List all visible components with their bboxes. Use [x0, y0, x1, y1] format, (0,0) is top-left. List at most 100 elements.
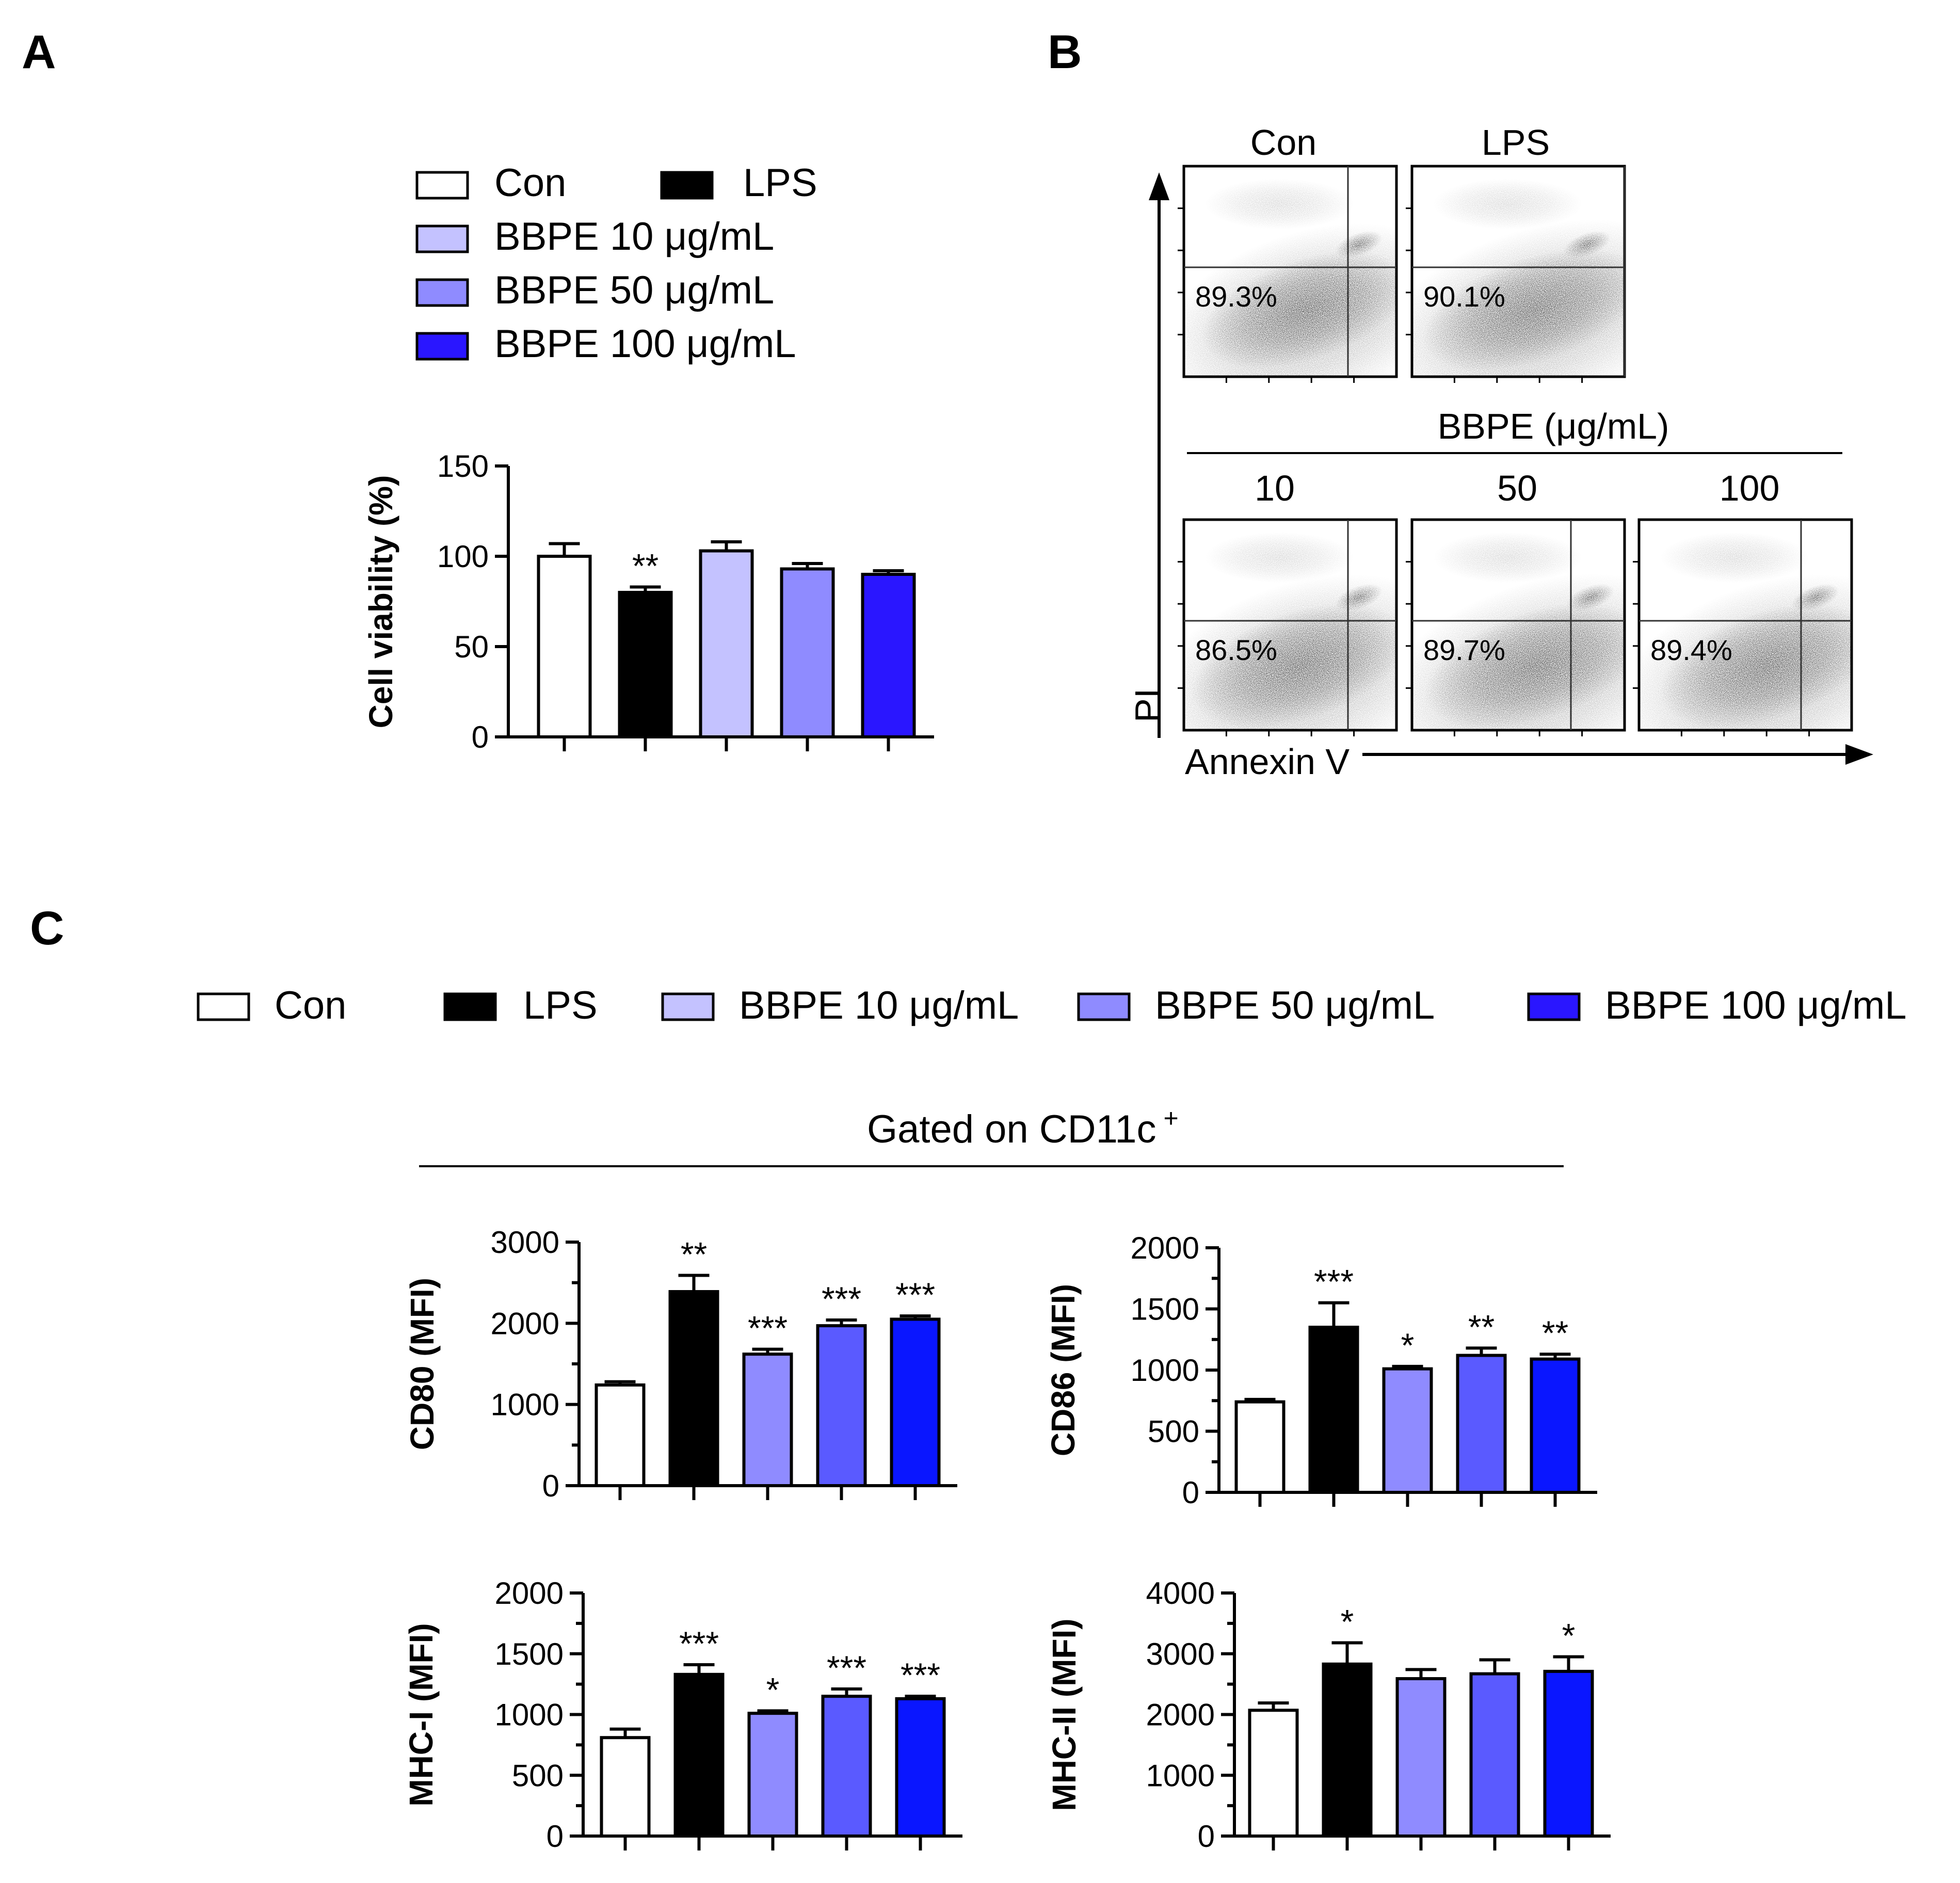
bar-4 [780, 567, 835, 738]
y-tick-label: 1000 [491, 1388, 559, 1422]
flow-plot-frame [1637, 518, 1853, 732]
flow-x-axis-label: Annexin V [1185, 742, 1349, 782]
legend-swatch-bbpe50 [415, 278, 469, 307]
bar-3 [1382, 1367, 1433, 1494]
flow-percent-label: 86.5% [1195, 634, 1277, 666]
bar-1 [537, 555, 592, 738]
y-tick-label: 1000 [495, 1698, 564, 1732]
significance-label: ** [1542, 1314, 1568, 1352]
legend-swatch-con [415, 171, 469, 200]
bar-3 [742, 1353, 793, 1488]
significance-label: *** [827, 1649, 866, 1687]
y-tick-label: 3000 [1146, 1637, 1215, 1671]
flow-plot-2: 90.1% [1406, 165, 1626, 383]
y-tick-label: 1000 [1131, 1353, 1199, 1388]
bar-4 [1456, 1354, 1507, 1494]
panel-label-c: C [30, 902, 64, 955]
flow-density-cloud [1412, 179, 1625, 377]
legend-c-label-bbpe100: BBPE 100 μg/mL [1605, 984, 1907, 1027]
legend-c-label-bbpe10: BBPE 10 μg/mL [739, 984, 1019, 1027]
y-tick-label: 0 [542, 1469, 559, 1503]
bar-2 [668, 1290, 719, 1488]
bar-5 [895, 1697, 946, 1838]
flow-cloud-scatter [1660, 532, 1809, 583]
significance-label: *** [895, 1276, 935, 1314]
legend-c-swatch-con [197, 992, 250, 1021]
legend-panel-a: Con LPS BBPE 10 μg/mL BBPE 50 μg/mL BBPE… [415, 161, 817, 366]
legend-c-swatch-bbpe100 [1527, 992, 1581, 1021]
significance-label: *** [679, 1624, 719, 1663]
flow-title-100: 100 [1720, 468, 1780, 508]
y-tick-label: 100 [437, 539, 489, 574]
significance-label: *** [1314, 1263, 1354, 1301]
flow-y-axis-arrowhead [1149, 172, 1169, 200]
flow-cloud-double-positive [1792, 584, 1839, 611]
flow-cloud-double-positive [1563, 231, 1611, 259]
legend-swatch-lps [660, 171, 714, 200]
y-axis-label: MHC-I (MFI) [403, 1623, 440, 1806]
flow-plot-3: 86.5% [1178, 518, 1398, 736]
bar-1 [600, 1736, 651, 1838]
y-tick-label: 150 [437, 449, 489, 484]
significance-label: ** [1468, 1308, 1495, 1346]
flow-percent-label: 89.4% [1650, 634, 1732, 666]
bar-4 [1469, 1672, 1520, 1838]
flow-title-con: Con [1250, 122, 1316, 163]
bar-5 [1530, 1357, 1581, 1494]
panel-label-a: A [22, 26, 56, 78]
flow-plot-4: 89.7% [1406, 518, 1626, 736]
bar-3 [699, 549, 754, 738]
bar-2 [1308, 1326, 1359, 1494]
flow-cloud-double-positive [1335, 231, 1383, 259]
flow-density-cloud [1184, 532, 1396, 730]
bar-1 [1248, 1709, 1299, 1838]
y-tick-label: 500 [512, 1758, 564, 1793]
flow-bbpe-header: BBPE (μg/mL) [1438, 406, 1669, 446]
y-tick-label: 2000 [1146, 1698, 1215, 1732]
y-tick-label: 1000 [1146, 1758, 1215, 1793]
significance-label: ** [681, 1235, 707, 1274]
legend-panel-c: Con LPS BBPE 10 μg/mL BBPE 50 μg/mL BBPE… [197, 984, 1907, 1027]
y-tick-label: 2000 [491, 1306, 559, 1341]
legend-swatch-bbpe100 [415, 332, 469, 361]
flow-density-cloud [1639, 532, 1852, 730]
legend-label-con: Con [494, 161, 566, 205]
flow-plot-frame [1182, 165, 1398, 378]
significance-label: *** [748, 1309, 788, 1347]
flow-percent-label: 89.3% [1195, 280, 1277, 313]
y-axis-label: Cell viability (%) [362, 475, 399, 729]
flow-title-lps: LPS [1482, 122, 1550, 163]
bar-2 [1322, 1662, 1373, 1838]
significance-label: * [1401, 1326, 1415, 1364]
flow-cloud-double-positive [1567, 584, 1614, 611]
legend-c-swatch-lps [443, 992, 497, 1021]
bar-3 [1395, 1677, 1447, 1838]
y-tick-label: 1500 [495, 1637, 564, 1671]
legend-c-swatch-bbpe50 [1077, 992, 1131, 1021]
y-tick-label: 50 [454, 630, 489, 664]
flow-y-axis-label: PI [1128, 688, 1168, 722]
flow-plot-5: 89.4% [1633, 518, 1853, 736]
flow-cloud-scatter [1205, 179, 1354, 230]
y-tick-label: 0 [547, 1819, 564, 1854]
legend-label-lps: LPS [743, 161, 817, 205]
flow-density-cloud [1184, 179, 1396, 377]
legend-swatch-bbpe10 [415, 224, 469, 253]
flow-cloud-double-positive [1335, 584, 1383, 611]
bar-5 [890, 1317, 941, 1487]
flow-plot-frame [1410, 518, 1626, 732]
y-tick-label: 0 [1182, 1475, 1199, 1510]
flow-cloud-scatter [1205, 532, 1354, 583]
y-axis-label: CD86 (MFI) [1045, 1284, 1082, 1456]
y-tick-label: 0 [1198, 1819, 1215, 1854]
bar-4 [816, 1324, 867, 1487]
flow-cloud-core [1660, 603, 1852, 728]
gated-header-text: Gated on CD11c [867, 1107, 1156, 1151]
flow-percent-label: 89.7% [1423, 634, 1505, 666]
flow-cloud-core [1192, 603, 1396, 728]
y-tick-label: 1500 [1131, 1292, 1199, 1327]
y-tick-label: 2000 [1131, 1231, 1199, 1265]
bar-3 [747, 1712, 798, 1838]
y-tick-label: 500 [1148, 1414, 1199, 1449]
